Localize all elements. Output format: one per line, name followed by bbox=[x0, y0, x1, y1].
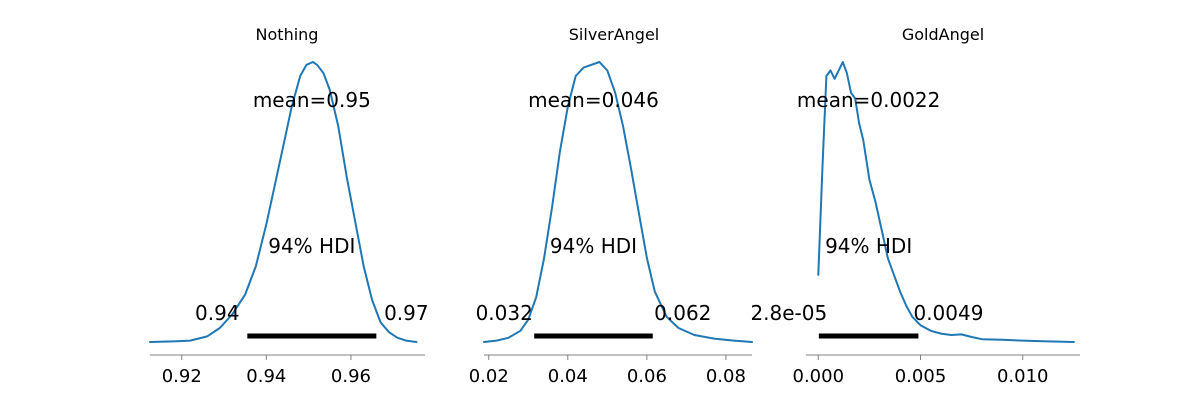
mean-label: mean=0.95 bbox=[253, 88, 371, 112]
mean-label: mean=0.0022 bbox=[797, 88, 940, 112]
hdi-high-label: 0.062 bbox=[654, 301, 711, 325]
x-tick-label: 0.94 bbox=[246, 366, 286, 387]
x-tick-label: 0.010 bbox=[997, 366, 1049, 387]
mean-label: mean=0.046 bbox=[528, 88, 659, 112]
hdi-low-label: 2.8e-05 bbox=[750, 301, 827, 325]
hdi-high-label: 0.97 bbox=[384, 301, 429, 325]
density-curve bbox=[149, 61, 418, 343]
panel-title: Nothing bbox=[256, 25, 319, 44]
hdi-low-label: 0.032 bbox=[476, 301, 533, 325]
panel-nothing: Nothing mean=0.95 94% HDI 0.94 0.97 0.92… bbox=[149, 25, 429, 387]
x-tick-label: 0.005 bbox=[895, 366, 947, 387]
hdi-high-label: 0.0049 bbox=[913, 301, 983, 325]
panel-title: SilverAngel bbox=[569, 25, 659, 44]
x-tick-label: 0.06 bbox=[627, 366, 667, 387]
x-tick-label: 0.04 bbox=[548, 366, 588, 387]
x-tick-label: 0.08 bbox=[706, 366, 746, 387]
hdi-label: 94% HDI bbox=[825, 234, 912, 258]
hdi-low-label: 0.94 bbox=[195, 301, 240, 325]
x-tick-label: 0.000 bbox=[793, 366, 845, 387]
panel-goldangel: GoldAngel mean=0.0022 94% HDI 2.8e-05 0.… bbox=[750, 25, 1080, 387]
x-tick-label: 0.96 bbox=[331, 366, 371, 387]
x-ticks: 0.92 0.94 0.96 bbox=[162, 355, 371, 387]
density-curve bbox=[483, 61, 753, 343]
hdi-label: 94% HDI bbox=[268, 234, 355, 258]
x-tick-label: 0.92 bbox=[162, 366, 202, 387]
panel-title: GoldAngel bbox=[902, 25, 984, 44]
x-ticks: 0.000 0.005 0.010 bbox=[793, 355, 1049, 387]
panel-silverangel: SilverAngel mean=0.046 94% HDI 0.032 0.0… bbox=[469, 25, 753, 387]
x-tick-label: 0.02 bbox=[469, 366, 509, 387]
x-ticks: 0.02 0.04 0.06 0.08 bbox=[469, 355, 746, 387]
hdi-label: 94% HDI bbox=[550, 234, 637, 258]
density-curve bbox=[817, 61, 1075, 343]
